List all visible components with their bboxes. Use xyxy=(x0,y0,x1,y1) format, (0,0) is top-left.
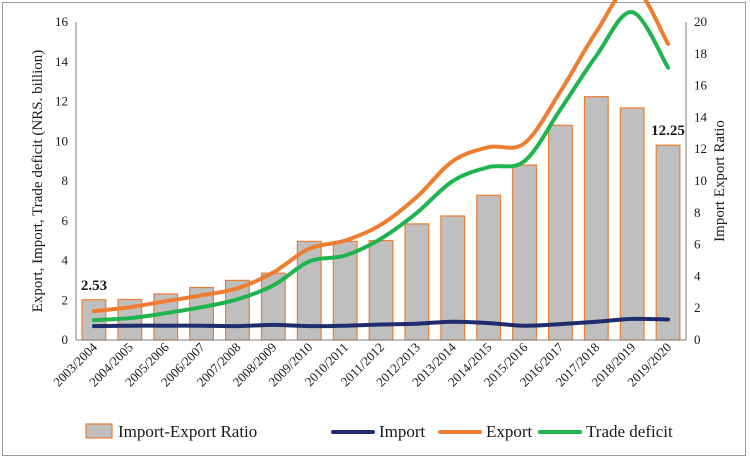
y-axis-title: Export, Import, Trade deficit (NRS. bill… xyxy=(30,50,46,312)
y-tick-label: 8 xyxy=(62,173,69,188)
legend-label-import: Import xyxy=(379,422,426,441)
data-labels: 2.53 12.25 xyxy=(81,123,685,294)
y-tick-label: 4 xyxy=(62,253,69,268)
y-tick-label: 14 xyxy=(55,54,69,69)
y-tick-label: 10 xyxy=(55,133,68,148)
legend-label-export: Export xyxy=(486,422,533,441)
legend-label-import-export-ratio: Import-Export Ratio xyxy=(118,422,257,441)
data-label-2019/2020: 12.25 xyxy=(651,123,685,139)
series-line-trade-deficit xyxy=(91,10,671,323)
y-tick-label: 16 xyxy=(55,14,69,29)
legend-label-trade-deficit: Trade deficit xyxy=(586,422,673,441)
line-series xyxy=(91,0,671,329)
y-tick-label: 12 xyxy=(55,94,68,109)
y2-tick-label: 14 xyxy=(694,109,708,124)
legend: Import-Export Ratio Import Export Trade def… xyxy=(85,422,673,441)
y2-tick-label: 6 xyxy=(694,237,701,252)
series-line-export xyxy=(91,0,671,314)
y2-axis-title: Import Export Ratio xyxy=(712,120,728,242)
y-tick-label: 0 xyxy=(62,332,69,347)
series-line-import xyxy=(91,316,671,329)
ratio-bar-2014/2015 xyxy=(476,194,502,341)
y2-tick-label: 20 xyxy=(694,14,707,29)
ratio-bar-2019/2020 xyxy=(655,144,681,341)
ratio-bars xyxy=(81,96,681,341)
y2-tick-label: 12 xyxy=(694,141,707,156)
y2-tick-label: 4 xyxy=(694,268,701,283)
y2-tick-label: 0 xyxy=(694,332,701,347)
y-tick-label: 6 xyxy=(62,213,69,228)
ratio-bar-2017/2018 xyxy=(583,96,609,341)
ratio-bar-2015/2016 xyxy=(512,164,538,341)
chart-frame xyxy=(2,2,746,456)
ratio-bar-2016/2017 xyxy=(547,124,573,341)
data-label-2003/2004: 2.53 xyxy=(81,278,107,294)
legend-swatch-import-export-ratio xyxy=(85,423,113,439)
y2-tick-label: 10 xyxy=(694,173,707,188)
y-tick-label: 2 xyxy=(62,292,69,307)
y2-tick-label: 8 xyxy=(694,205,701,220)
ratio-bar-2018/2019 xyxy=(619,107,645,341)
y2-tick-label: 2 xyxy=(694,300,701,315)
y2-tick-label: 16 xyxy=(694,78,708,93)
axes: 0246810121416024681012141618202003/20042… xyxy=(30,14,728,389)
y2-tick-label: 18 xyxy=(694,46,707,61)
